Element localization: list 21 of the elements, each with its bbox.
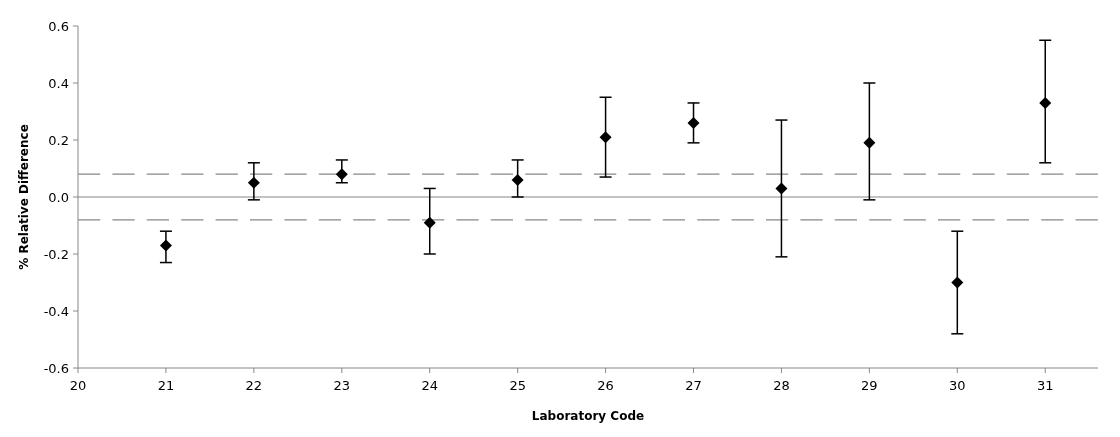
- x-tick-label: 31: [1036, 378, 1054, 393]
- y-tick-label: -0.6: [43, 360, 69, 376]
- x-tick-label: 22: [245, 378, 263, 393]
- y-tick-label: 0.6: [48, 18, 69, 34]
- y-tick-label: -0.4: [43, 303, 69, 319]
- x-tick-label: 30: [949, 378, 966, 393]
- x-tick-label: 23: [333, 378, 351, 393]
- y-axis-title: % Relative Difference: [17, 124, 31, 270]
- x-tick-label: 27: [685, 378, 702, 393]
- x-tick-label: 26: [597, 378, 614, 393]
- y-tick-label: 0.0: [48, 189, 69, 205]
- x-tick-label: 25: [509, 378, 526, 393]
- y-tick-label: 0.4: [48, 75, 69, 91]
- x-tick-label: 21: [157, 378, 175, 393]
- x-tick-label: 28: [773, 378, 790, 393]
- y-tick-label: 0.2: [48, 132, 69, 148]
- x-tick-label: 24: [421, 378, 438, 393]
- x-axis-title: Laboratory Code: [531, 409, 645, 423]
- y-tick-label: -0.2: [43, 246, 69, 262]
- x-tick-label: 29: [861, 378, 878, 393]
- x-tick-label: 20: [69, 378, 87, 393]
